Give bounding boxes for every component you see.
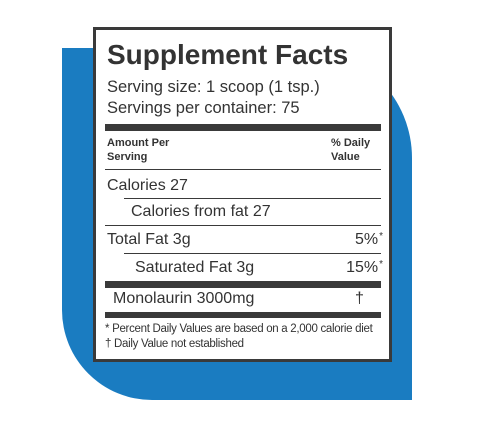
- thick-rule: [105, 281, 381, 288]
- amount-header: Serving: [107, 151, 148, 163]
- row-mark: †: [355, 290, 364, 307]
- dv-mark: *: [379, 231, 383, 242]
- row-label: Calories from fat 27: [131, 203, 271, 220]
- dv-header: % Daily: [331, 137, 371, 149]
- serving-size: Serving size: 1 scoop (1 tsp.): [107, 78, 320, 96]
- row-label: Total Fat 3g: [107, 231, 191, 248]
- thick-rule: [105, 124, 381, 131]
- dv-value: 15%: [346, 259, 379, 276]
- row-label: Saturated Fat 3g: [135, 259, 255, 276]
- dv-mark: *: [379, 259, 383, 270]
- footnote: * Percent Daily Values are based on a 2,…: [105, 323, 373, 335]
- dv-value: 5%: [354, 231, 379, 248]
- servings-per-container: Servings per container: 75: [107, 99, 300, 117]
- thick-rule: [105, 312, 381, 318]
- rule: [105, 169, 381, 170]
- amount-header: Amount Per: [107, 137, 170, 149]
- row-dv: 5%*: [355, 232, 383, 248]
- facts-panel: [93, 27, 392, 362]
- rule: [105, 225, 381, 226]
- dv-header: Value: [331, 151, 360, 163]
- footnote: † Daily Value not established: [105, 338, 244, 350]
- rule: [124, 198, 381, 199]
- row-dv: 15%*: [346, 260, 383, 276]
- title: Supplement Facts: [107, 39, 349, 70]
- rule: [124, 253, 381, 254]
- row-label: Calories 27: [107, 177, 188, 194]
- row-label: Monolaurin 3000mg: [113, 290, 255, 307]
